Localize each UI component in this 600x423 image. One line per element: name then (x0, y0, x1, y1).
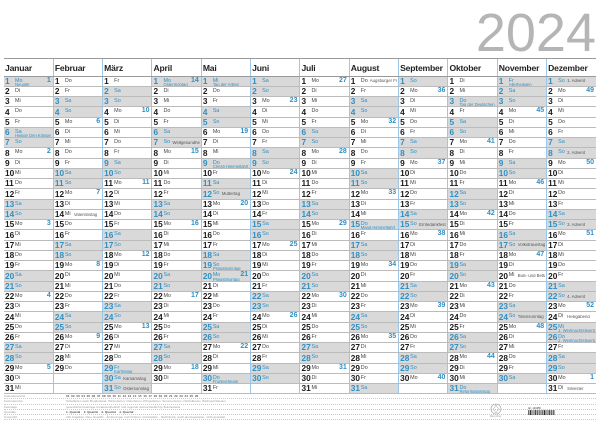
svg-text:Recycling: Recycling (490, 415, 501, 418)
svg-text:Art. 123456: Art. 123456 (528, 407, 541, 410)
